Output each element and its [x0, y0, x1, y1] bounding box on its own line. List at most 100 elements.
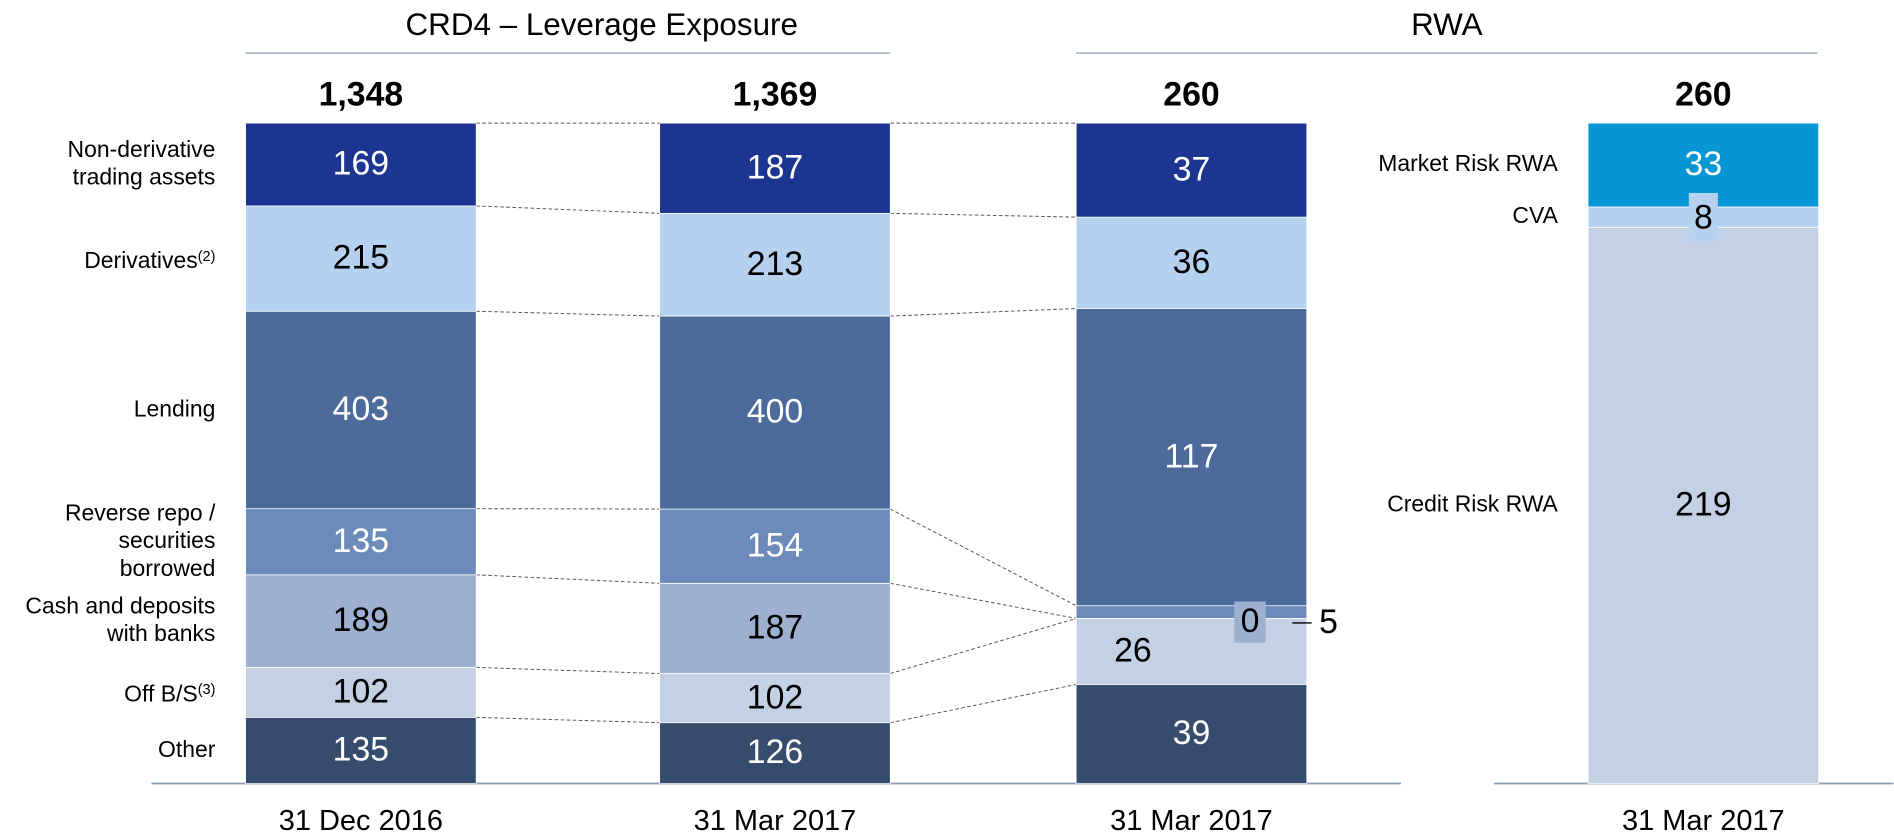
legend-note: (2)	[197, 247, 216, 265]
legend-item: Off B/S(3)	[1, 644, 215, 741]
connectors	[476, 122, 1077, 724]
legend-item: Other	[1, 702, 215, 799]
data-label: 403	[333, 390, 389, 428]
bar-segment	[245, 310, 477, 510]
label-box	[1234, 601, 1266, 643]
legend-item: Derivatives(2)	[1, 210, 215, 307]
bar-segment	[659, 722, 891, 784]
bar-segment	[1587, 226, 1819, 784]
connector	[890, 582, 1077, 619]
bar-segment	[1075, 122, 1308, 218]
bar-segment	[659, 673, 891, 724]
legend-label: Reverse repo / securities borrowed	[46, 500, 215, 583]
legend-wrap: Non-derivative trading assets	[1, 116, 216, 213]
data-label: 33	[1685, 145, 1723, 183]
data-label: 126	[747, 733, 803, 771]
legend-wrap: Lending	[1, 362, 216, 459]
data-label: 0	[1241, 602, 1260, 640]
data-label: 169	[333, 145, 389, 183]
legend-wrap: Cash and deposits with banks	[1, 573, 216, 670]
bar-segment	[245, 122, 477, 207]
legend-name: Other	[158, 737, 216, 764]
bar-segment	[245, 667, 477, 718]
bar-segment	[1075, 308, 1308, 607]
legend-name: Lending	[133, 397, 216, 423]
bar-segment	[1075, 618, 1308, 685]
total-label: 1,369	[733, 76, 818, 114]
bar-segment	[659, 122, 891, 214]
legend-wrap: Off B/S(3)	[1, 644, 215, 741]
label-box	[1688, 192, 1718, 242]
connector	[890, 308, 1077, 317]
bar-segment	[1075, 684, 1308, 784]
x-tick-label: 31 Mar 2017	[694, 805, 857, 833]
legend-wrap: Derivatives(2)	[1, 210, 215, 307]
bar-segment	[245, 205, 477, 312]
bar-segment	[245, 508, 477, 576]
x-tick-label: 31 Mar 2017	[1622, 805, 1785, 833]
legend-name: Reverse repo / securities borrowed	[64, 501, 216, 583]
data-label: 8	[1694, 198, 1713, 236]
data-label: 400	[747, 393, 803, 431]
data-label: 36	[1173, 243, 1211, 281]
data-label: 135	[333, 731, 389, 769]
connector	[476, 574, 660, 584]
chart-title: CRD4 – Leverage Exposure	[406, 7, 798, 42]
data-label: 187	[747, 148, 803, 186]
chart-title: RWA	[1411, 7, 1483, 42]
connector	[476, 666, 660, 675]
data-label: 39	[1173, 714, 1211, 752]
bar-segment	[245, 574, 477, 668]
connector	[476, 310, 660, 317]
connector	[476, 205, 660, 214]
data-label: 154	[747, 526, 803, 564]
data-label: 102	[333, 673, 389, 711]
connector	[476, 716, 660, 724]
data-label: 187	[747, 609, 803, 647]
data-label: 26	[1114, 632, 1152, 670]
legend-name: Non-derivative trading assets	[67, 137, 216, 192]
legend-label: Credit Risk RWA	[1387, 490, 1558, 516]
legend-item: Cash and deposits with banks	[1, 573, 216, 670]
data-label: 5	[1319, 603, 1338, 641]
data-label: 213	[747, 245, 803, 283]
legend-name: Off B/S	[124, 682, 198, 708]
legend-item: Lending	[1, 362, 216, 459]
data-label: 189	[333, 601, 389, 639]
legend-label: Lending	[134, 396, 216, 424]
data-label: 219	[1675, 486, 1731, 524]
legend-name: Derivatives	[84, 248, 198, 274]
legend-note: (3)	[197, 680, 216, 698]
legend-label: Derivatives(2)	[84, 242, 215, 275]
connector	[890, 617, 1077, 674]
data-label: 215	[333, 239, 389, 277]
bar-segment	[1075, 216, 1308, 309]
data-label: 135	[333, 522, 389, 560]
legend-label: CVA	[1512, 202, 1558, 228]
connector	[890, 683, 1077, 724]
legend-label: Off B/S(3)	[124, 676, 215, 709]
legend-wrap: Other	[1, 702, 215, 799]
total-label: 260	[1163, 76, 1219, 114]
legend-item: Non-derivative trading assets	[1, 116, 216, 213]
legend-label: Non-derivative trading assets	[1, 137, 216, 193]
x-tick-label: 31 Mar 2017	[1110, 805, 1273, 833]
total-label: 260	[1675, 76, 1731, 114]
legend-label: Market Risk RWA	[1378, 150, 1558, 176]
bar-segment	[659, 212, 891, 317]
legend-name: Cash and deposits with banks	[25, 594, 216, 648]
bar-segment	[659, 508, 891, 584]
legend-label: Other	[158, 737, 215, 765]
bar-segment	[245, 717, 477, 784]
legend-wrap: Reverse repo / securities borrowed	[1, 493, 215, 590]
bar-segment	[1075, 605, 1308, 619]
legend-item: Reverse repo / securities borrowed	[1, 493, 215, 590]
data-label: 117	[1165, 437, 1219, 475]
x-tick-label: 31 Dec 2016	[279, 805, 443, 833]
data-label: 37	[1173, 150, 1211, 188]
bar-segment	[659, 315, 891, 510]
total-label: 1,348	[319, 76, 404, 114]
legend-label: Cash and deposits with banks	[1, 593, 216, 649]
